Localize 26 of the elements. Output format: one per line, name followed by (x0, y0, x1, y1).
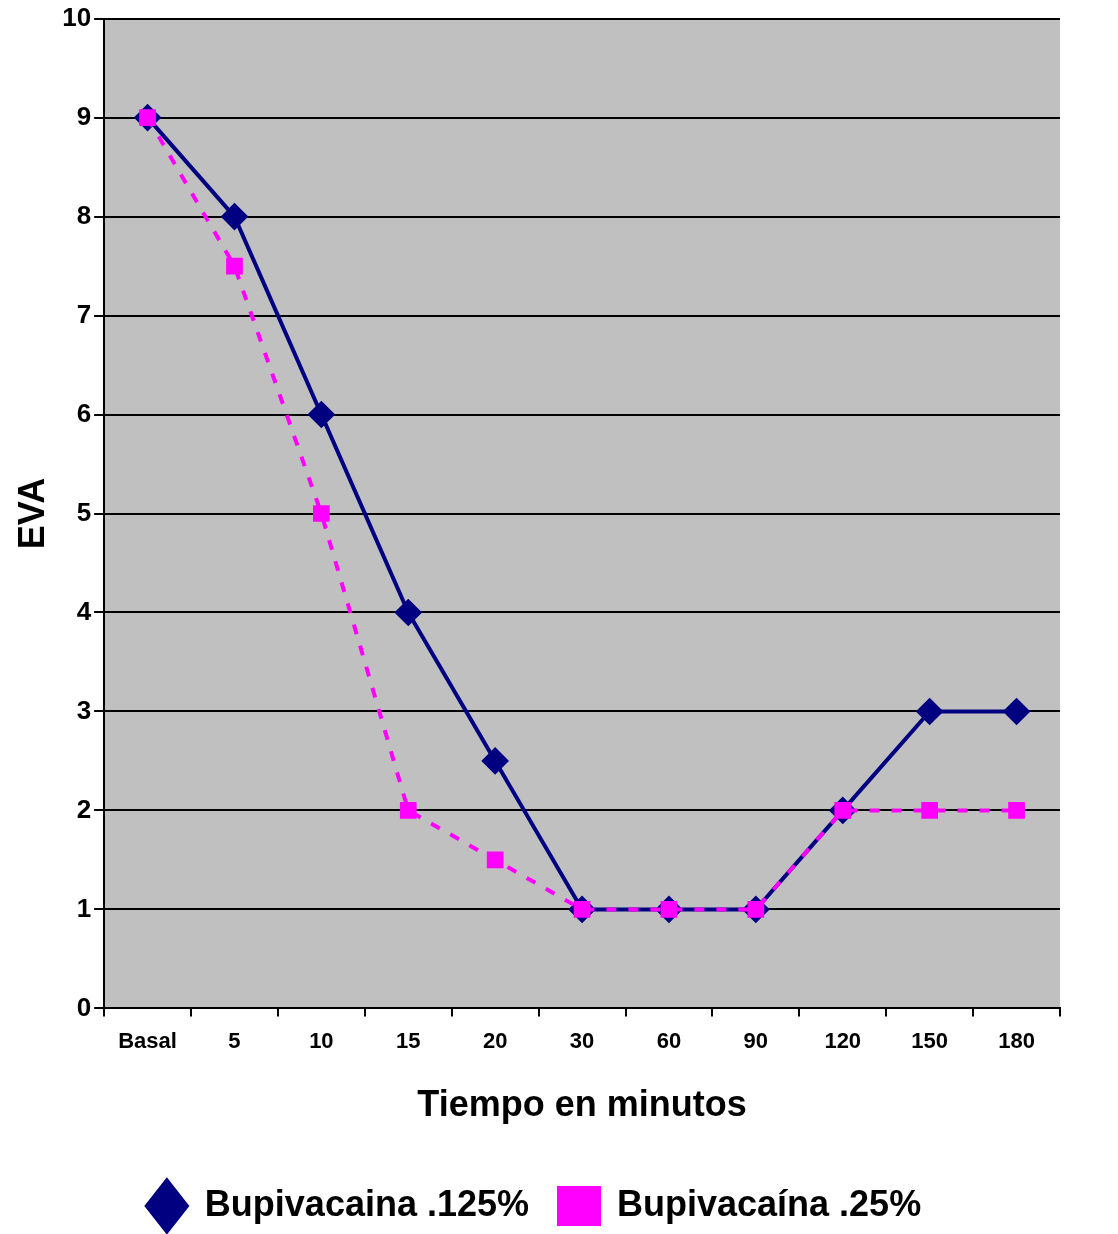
x-tick-label: 10 (309, 1027, 334, 1053)
legend-label: Bupivacaina .125% (204, 1182, 530, 1224)
x-tick-label: 120 (824, 1027, 862, 1053)
y-axis-title: EVA (10, 477, 52, 550)
y-tick-label: 9 (76, 100, 92, 131)
y-tick-label: 6 (76, 397, 92, 428)
x-tick-label: 90 (743, 1027, 769, 1053)
y-tick-label: 2 (76, 793, 92, 824)
x-tick-label: 150 (911, 1027, 949, 1053)
x-tick-label: 5 (228, 1027, 241, 1053)
x-tick-label: Basal (118, 1027, 177, 1053)
y-tick-label: 4 (76, 595, 92, 626)
y-tick-label: 8 (76, 199, 92, 230)
y-tick-label: 1 (76, 892, 92, 923)
x-tick-label: 60 (656, 1027, 682, 1053)
x-tick-label: 15 (396, 1027, 421, 1053)
x-tick-label: 30 (569, 1027, 595, 1053)
x-tick-label: 20 (482, 1027, 508, 1053)
y-tick-label: 5 (76, 496, 92, 527)
y-tick-label: 7 (76, 298, 92, 329)
y-tick-label: 3 (76, 694, 92, 725)
x-axis-title: Tiempo en minutos (417, 1083, 747, 1125)
legend-label: Bupivacaína .25% (617, 1182, 922, 1224)
y-tick-label: 0 (76, 991, 92, 1022)
x-tick-label: 180 (998, 1027, 1035, 1053)
y-tick-label: 10 (62, 1, 92, 32)
